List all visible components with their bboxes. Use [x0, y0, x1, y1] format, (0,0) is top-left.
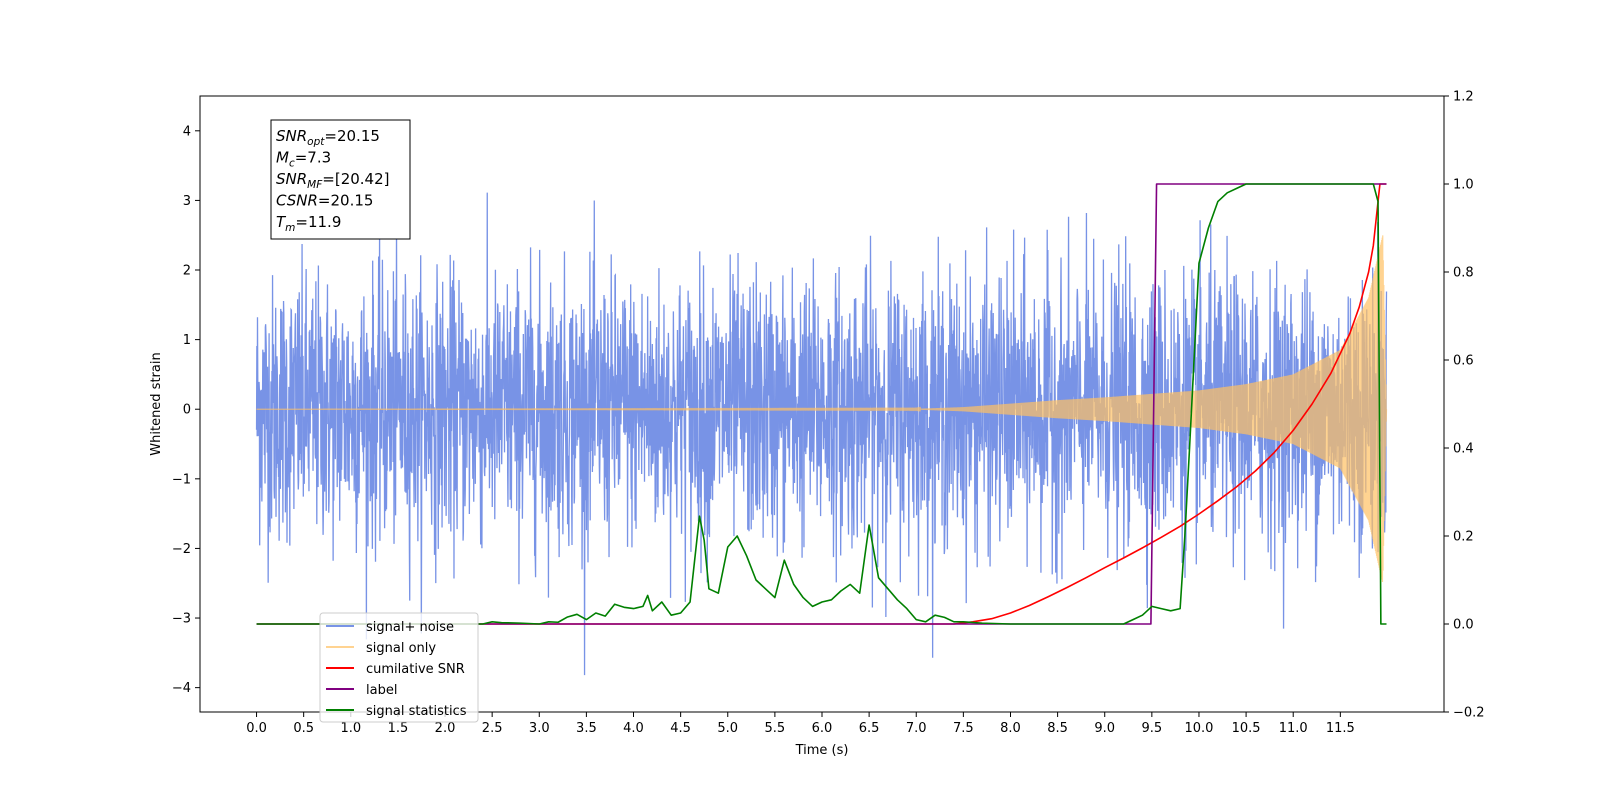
- info-box-line: CSNR=20.15: [276, 192, 373, 210]
- y2-tick-label: 1.0: [1453, 178, 1474, 193]
- legend-label-signal-only: signal only: [366, 641, 436, 656]
- info-box-frame: [270, 119, 411, 240]
- legend-label-cumilative-snr: cumilative SNR: [366, 662, 465, 677]
- x-tick-label: 0.0: [246, 721, 267, 736]
- x-tick-label: 8.0: [1000, 721, 1021, 736]
- legend-label-signal-noise: signal+ noise: [366, 620, 454, 635]
- x-axis-label: Time (s): [795, 743, 849, 758]
- y2-tick-label: 0.2: [1453, 530, 1474, 545]
- x-tick-label: 8.5: [1047, 721, 1068, 736]
- x-tick-label: 2.0: [435, 721, 456, 736]
- x-tick-label: 6.0: [812, 721, 833, 736]
- x-tick-label: 1.0: [340, 721, 361, 736]
- y-axis-label: Whitened strain: [149, 352, 164, 455]
- y-tick-label: −1: [172, 472, 191, 487]
- x-tick-label: 7.0: [906, 721, 927, 736]
- x-tick-label: 11.0: [1279, 721, 1308, 736]
- y2-tick-label: 0.8: [1453, 266, 1474, 281]
- x-tick-label: 11.5: [1326, 721, 1355, 736]
- x-tick-label: 6.5: [859, 721, 880, 736]
- series-line-signal-statistics: [256, 183, 1387, 625]
- series-line-cumilative-snr: [256, 183, 1387, 625]
- x-tick-label: 3.5: [576, 721, 597, 736]
- x-tick-label: 5.5: [765, 721, 786, 736]
- y-tick-label: 0: [183, 403, 191, 418]
- y-tick-label: 1: [183, 333, 191, 348]
- x-tick-label: 0.5: [293, 721, 314, 736]
- x-tick-label: 1.5: [388, 721, 409, 736]
- info-box-line: Mc=7.3: [276, 149, 331, 170]
- legend-label-label: label: [366, 683, 397, 698]
- x-tick-label: 3.0: [529, 721, 550, 736]
- y2-tick-label: −0.2: [1453, 706, 1485, 721]
- legend-frame: [319, 612, 479, 723]
- x-tick-label: 5.0: [717, 721, 738, 736]
- y2-tick-label: 1.2: [1453, 90, 1474, 105]
- info-box-line: SNRMF=[20.42]: [276, 170, 390, 191]
- x-tick-label: 10.0: [1184, 721, 1213, 736]
- series-line-signal-noise: [255, 192, 1388, 676]
- y-tick-label: 2: [183, 264, 191, 279]
- y-tick-label: −3: [172, 612, 191, 627]
- x-tick-label: 9.0: [1094, 721, 1115, 736]
- legend-label-signal-statistics: signal statistics: [366, 704, 467, 719]
- y-tick-label: 3: [183, 194, 191, 209]
- info-box: SNRopt=20.15Mc=7.3SNRMF=[20.42]CSNR=20.1…: [270, 119, 411, 240]
- x-tick-label: 4.5: [670, 721, 691, 736]
- x-tick-label: 4.0: [623, 721, 644, 736]
- x-tick-label: 10.5: [1232, 721, 1261, 736]
- x-tick-label: 9.5: [1142, 721, 1163, 736]
- x-tick-label: 7.5: [953, 721, 974, 736]
- y-tick-label: −4: [172, 681, 191, 696]
- y2-tick-label: 0.4: [1453, 442, 1474, 457]
- series-line-signal-only: [256, 235, 1388, 583]
- info-box-line: Tm=11.9: [276, 213, 341, 234]
- info-box-line: SNRopt=20.15: [276, 127, 380, 148]
- y-tick-label: 4: [183, 124, 191, 139]
- legend: signal+ noise signal only cumilative SNR la…: [319, 612, 479, 723]
- x-tick-label: 2.5: [482, 721, 503, 736]
- y2-tick-label: 0.6: [1453, 354, 1474, 369]
- y-tick-label: −2: [172, 542, 191, 557]
- y2-tick-label: 0.0: [1453, 618, 1474, 633]
